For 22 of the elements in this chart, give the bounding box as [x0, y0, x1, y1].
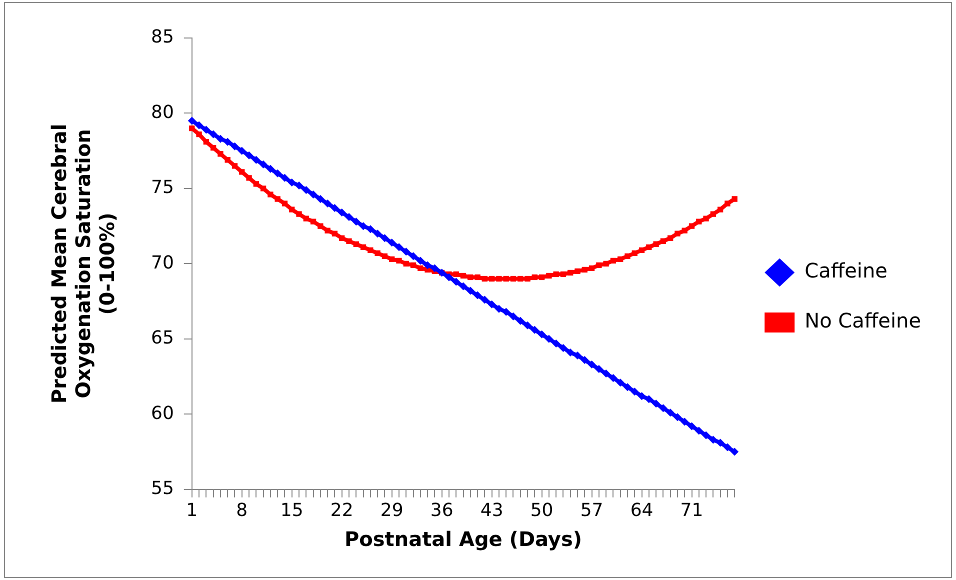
x-tick-label: 15	[280, 500, 304, 521]
x-tick-label: 57	[580, 500, 604, 521]
y-tick-label: 85	[151, 26, 174, 48]
x-tick-label: 71	[680, 500, 704, 521]
x-tick-label: 1	[186, 500, 198, 521]
x-tick-label: 64	[630, 500, 654, 521]
y-tick-label: 60	[151, 402, 174, 424]
y-tick-label: 75	[151, 177, 174, 198]
x-tick-label: 50	[530, 500, 554, 521]
y-tick-label: 55	[151, 478, 174, 500]
y-tick-label: 70	[151, 252, 174, 274]
legend-label: Caffeine	[804, 258, 888, 283]
y-tick-label: 65	[151, 328, 174, 349]
x-axis-title: Postnatal Age (Days)	[344, 527, 582, 552]
y-axis-title: Predicted Mean Cerebral Oxygenation Saturation (0-100%)	[47, 124, 120, 404]
x-tick-label: 36	[430, 500, 454, 521]
x-tick-label: 8	[236, 500, 248, 521]
x-tick-label: 43	[480, 500, 504, 521]
legend-label: No Caffeine	[804, 308, 922, 333]
y-tick-label: 80	[151, 102, 174, 123]
x-tick-label: 22	[330, 500, 354, 521]
x-tick-label: 29	[380, 500, 404, 521]
